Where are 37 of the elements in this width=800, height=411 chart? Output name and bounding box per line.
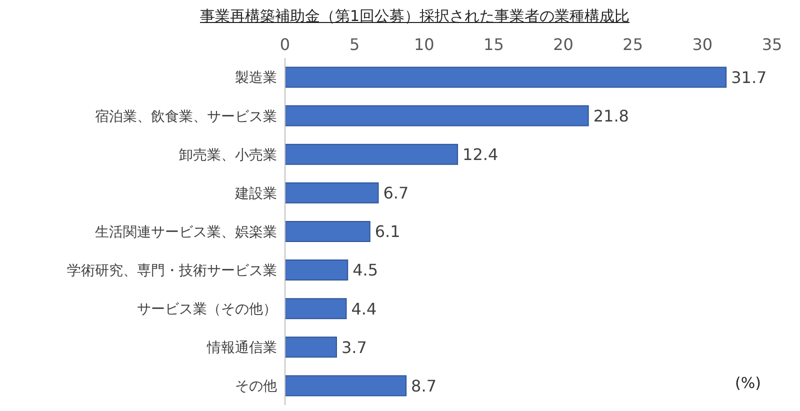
chart-title: 事業再構築補助金（第1回公募）採択された事業者の業種構成比: [200, 7, 630, 25]
x-tick-label: 25: [622, 35, 644, 54]
bar: [285, 144, 458, 165]
y-tick-label: 卸売業、小売業: [179, 147, 277, 164]
x-tick-label: 30: [692, 35, 713, 54]
y-tick-label: 学術研究、専門・技術サービス業: [67, 263, 277, 280]
x-tick-label: 15: [484, 35, 504, 54]
data-label: 4.5: [352, 260, 378, 280]
bar: [285, 336, 337, 358]
y-tick-label: 生活関連サービス業、娯楽業: [95, 224, 277, 240]
data-label: 4.4: [351, 299, 377, 318]
data-label: 3.7: [341, 338, 367, 357]
data-label: 21.8: [593, 106, 629, 126]
data-label: 6.7: [383, 184, 409, 203]
data-label: 31.7: [731, 68, 767, 87]
bar: [285, 182, 379, 204]
bar: [285, 105, 589, 126]
x-tick-label: 20: [553, 35, 574, 54]
x-tick-label: 10: [414, 35, 434, 54]
x-tick-label: 35: [762, 35, 782, 54]
data-label: 6.1: [374, 222, 400, 242]
y-tick-label: その他: [235, 378, 277, 395]
x-axis-title: (%): [735, 374, 761, 392]
bar: [285, 375, 407, 396]
y-tick-label: 情報通信業: [206, 340, 277, 356]
bar: [285, 66, 727, 88]
y-tick-label: サービス業（その他）: [137, 302, 277, 318]
y-tick-label: 宿泊業、飲食業、サービス業: [95, 108, 277, 125]
bar: [285, 260, 348, 281]
data-label: 12.4: [462, 145, 498, 164]
bar: [285, 298, 347, 320]
x-tick-label: 5: [349, 35, 360, 54]
y-tick-label: 製造業: [235, 70, 277, 86]
y-tick-label: 建設業: [234, 186, 277, 202]
data-label: 8.7: [411, 376, 437, 396]
bar: [285, 220, 370, 242]
x-tick-label: 0: [280, 35, 290, 54]
